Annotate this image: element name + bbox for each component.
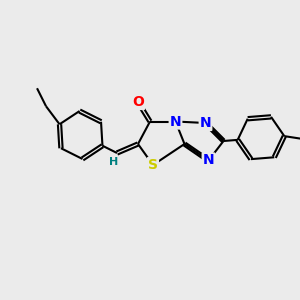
Text: N: N (200, 116, 211, 130)
Text: N: N (203, 154, 214, 167)
Text: H: H (110, 157, 118, 167)
Text: N: N (170, 115, 181, 128)
Text: O: O (132, 95, 144, 109)
Text: S: S (148, 158, 158, 172)
